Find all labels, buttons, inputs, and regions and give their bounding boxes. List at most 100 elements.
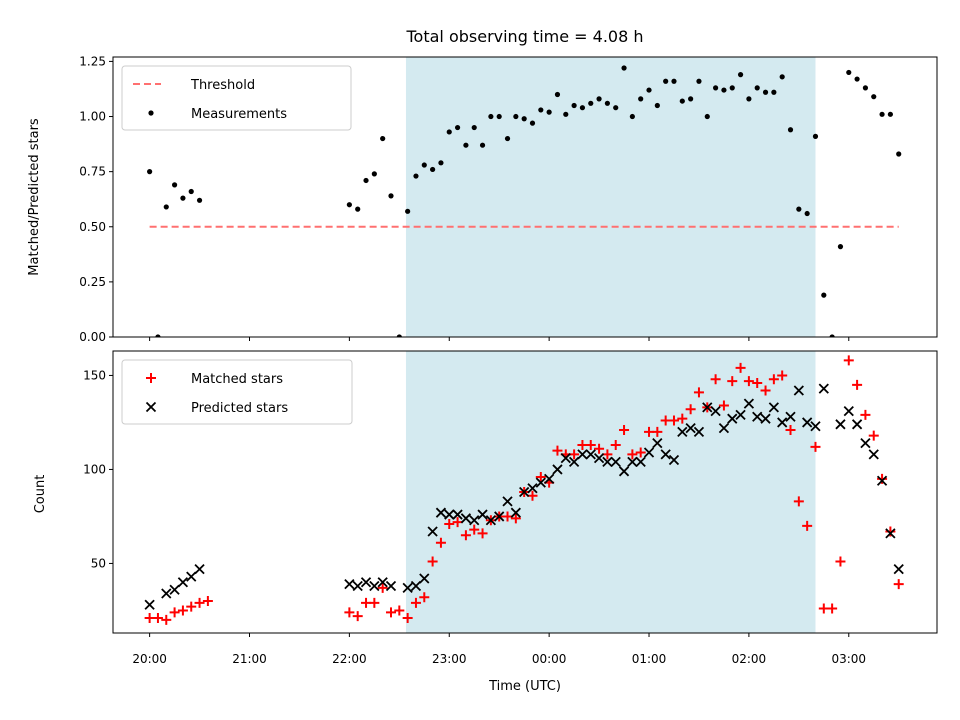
measurement-point bbox=[696, 78, 702, 84]
measurement-point bbox=[871, 94, 877, 100]
measurement-point bbox=[588, 100, 594, 106]
predicted-star-marker bbox=[194, 563, 205, 575]
matched-star-marker bbox=[677, 413, 688, 424]
predicted-star-marker bbox=[735, 409, 746, 421]
predicted-star-marker bbox=[652, 437, 663, 449]
predicted-star-marker bbox=[568, 456, 580, 468]
y-tick-label: 0.50 bbox=[79, 220, 106, 234]
observing-window-span bbox=[405, 57, 816, 337]
predicted-star-marker bbox=[385, 580, 397, 592]
matched-star-marker bbox=[427, 556, 438, 567]
legend: Threshold Measurements bbox=[121, 65, 352, 131]
predicted-star-marker bbox=[427, 526, 438, 537]
predicted-star-marker bbox=[144, 599, 155, 610]
measurement-point bbox=[571, 102, 577, 109]
matched-star-marker bbox=[777, 370, 788, 381]
predicted-star-marker bbox=[510, 507, 521, 518]
matched-star-marker bbox=[760, 385, 771, 396]
measurement-point bbox=[363, 177, 369, 184]
matched-star-marker bbox=[885, 526, 896, 537]
x-tick-label: 22:00 bbox=[332, 652, 367, 666]
matched-star-marker bbox=[460, 530, 471, 541]
predicted-star-marker bbox=[643, 447, 655, 458]
matched-star-marker bbox=[635, 447, 646, 458]
measurement-point bbox=[812, 133, 819, 139]
predicted-star-marker bbox=[377, 577, 388, 588]
measurement-point bbox=[513, 113, 519, 120]
legend-predicted-swatch bbox=[145, 401, 157, 413]
legend-matched-swatch bbox=[146, 373, 156, 383]
measurement-point bbox=[771, 89, 777, 95]
legend-label: Measurements bbox=[191, 107, 287, 122]
matched-star-marker bbox=[710, 374, 721, 385]
measurement-point bbox=[596, 96, 602, 102]
measurement-point bbox=[479, 142, 486, 148]
x-tick-label: 23:00 bbox=[432, 652, 467, 666]
measurement-point bbox=[563, 111, 569, 117]
matched-star-marker bbox=[469, 524, 480, 535]
predicted-star-marker bbox=[419, 573, 430, 584]
predicted-star-marker bbox=[502, 496, 513, 507]
legend-label: Matched stars bbox=[191, 372, 283, 387]
predicted-star-marker bbox=[410, 580, 422, 592]
x-tick-label: 00:00 bbox=[532, 652, 567, 666]
predicted-star-marker bbox=[169, 584, 180, 595]
predicted-star-marker bbox=[702, 402, 713, 413]
predicted-star-marker bbox=[477, 509, 488, 520]
measurement-point bbox=[471, 124, 477, 131]
observing-window-span bbox=[405, 351, 816, 633]
matched-star-marker bbox=[444, 518, 455, 529]
predicted-star-marker bbox=[402, 582, 413, 594]
measurement-point bbox=[704, 113, 710, 120]
predicted-star-marker bbox=[835, 419, 846, 430]
matched-star-marker bbox=[802, 520, 813, 531]
measurement-point bbox=[804, 210, 810, 217]
matched-star-marker bbox=[610, 440, 621, 450]
predicted-star-marker bbox=[685, 422, 696, 434]
measurement-point bbox=[454, 124, 461, 131]
predicted-star-marker bbox=[668, 454, 680, 466]
predicted-star-marker bbox=[435, 507, 447, 518]
bottom-panel: 50 100 150 20:00 21:00 22:00 23:00 00:00 01:00 02… bbox=[83, 350, 938, 666]
predicted-star-marker bbox=[360, 577, 372, 588]
measurement-point bbox=[147, 169, 153, 175]
matched-star-marker bbox=[419, 592, 430, 603]
measurement-point bbox=[196, 197, 203, 203]
predicted-star-marker bbox=[602, 456, 613, 468]
measurement-point bbox=[446, 129, 452, 135]
predicted-star-marker bbox=[460, 513, 472, 524]
matched-star-marker bbox=[477, 528, 488, 539]
measurement-point bbox=[388, 193, 394, 199]
y-tick-label: 1.25 bbox=[79, 54, 106, 68]
measurement-point bbox=[671, 78, 677, 84]
y-tick-label: 150 bbox=[83, 368, 106, 382]
matched-star-marker bbox=[627, 449, 638, 460]
measurement-point bbox=[546, 109, 552, 115]
measurement-point bbox=[538, 107, 544, 113]
measurement-point bbox=[646, 87, 652, 93]
measurement-point bbox=[737, 72, 744, 78]
legend-measurement-swatch bbox=[148, 110, 154, 116]
legend-box bbox=[121, 65, 352, 131]
matched-star-marker bbox=[718, 400, 729, 411]
matched-star-marker bbox=[668, 415, 679, 426]
predicted-star-marker bbox=[577, 449, 588, 460]
measurement-point bbox=[663, 78, 669, 84]
predicted-star-marker bbox=[710, 406, 721, 417]
matched-star-marker bbox=[552, 445, 563, 456]
predicted-star-marker bbox=[635, 456, 646, 468]
measurement-point bbox=[604, 100, 611, 106]
matched-star-marker bbox=[594, 443, 605, 454]
matched-star-marker bbox=[743, 376, 754, 387]
top-panel: 0.00 0.25 0.50 0.75 1.00 1.25 Threshold Measure… bbox=[79, 54, 938, 344]
predicted-star-marker bbox=[186, 571, 197, 582]
matched-star-marker bbox=[893, 579, 904, 590]
measurement-point bbox=[779, 74, 785, 80]
measurement-point bbox=[787, 127, 794, 133]
matched-star-marker bbox=[860, 409, 871, 420]
measurement-point bbox=[896, 151, 902, 157]
measurement-point bbox=[821, 292, 827, 298]
measurement-point bbox=[496, 113, 502, 120]
measurement-point bbox=[854, 76, 860, 82]
measurement-point bbox=[613, 105, 619, 111]
